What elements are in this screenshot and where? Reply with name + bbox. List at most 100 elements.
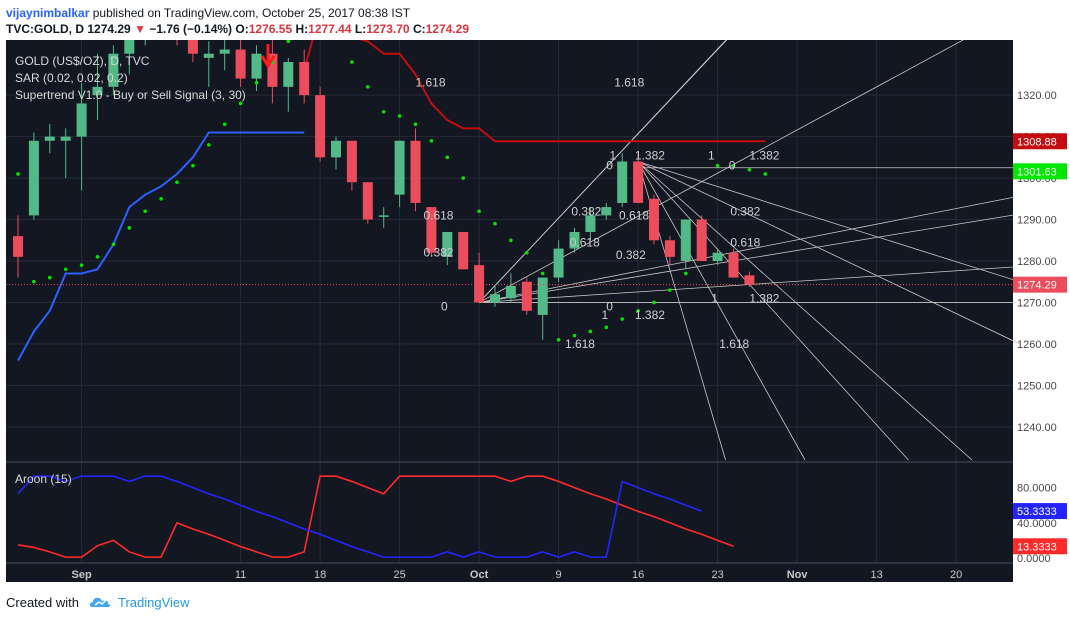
candle — [410, 128, 421, 212]
sar-dot — [175, 180, 179, 185]
candle-body — [331, 140, 341, 158]
price-axis-area — [1013, 40, 1069, 582]
candle — [490, 285, 500, 307]
fib-label: 0 — [606, 300, 613, 314]
candle-body — [649, 198, 659, 241]
fib-label: 1.618 — [416, 76, 446, 90]
sar-dot — [95, 255, 100, 259]
sar-dot — [159, 197, 163, 201]
fib-label: 0.618 — [423, 208, 453, 222]
candle — [569, 227, 580, 253]
candle-body — [744, 275, 755, 285]
candle — [728, 248, 739, 278]
supertrend — [17, 40, 766, 361]
fan-line-up — [479, 196, 1014, 303]
fib-label: 1 — [602, 308, 609, 322]
publish-info: published on TradingView.com, October 25… — [92, 6, 411, 20]
tradingview-link[interactable]: TradingView — [118, 595, 190, 610]
candle-body — [696, 219, 707, 261]
candle-body — [617, 161, 628, 203]
sar-dot — [461, 176, 466, 180]
legend-aroon: Aroon (15) — [15, 472, 72, 486]
price-badge-label: 1301.63 — [1017, 166, 1057, 178]
sar-dot — [207, 143, 211, 147]
price-tick-label: 1240.00 — [1017, 422, 1057, 434]
price-tick-label: 1250.00 — [1017, 380, 1057, 392]
sar-dot — [525, 250, 529, 255]
sar-dot — [79, 263, 84, 267]
sar-dot — [572, 333, 577, 338]
fib-labels: 1.618 1.618 1 1.382 1 1.382 0 0 0.382 0.618 0.382 0… — [416, 76, 780, 351]
aroon-indicator — [17, 475, 734, 558]
fib-label: 1.382 — [749, 291, 779, 305]
date-tick-label: 18 — [314, 569, 326, 581]
candle — [267, 40, 278, 104]
sar-dot — [191, 163, 195, 168]
legend-sar: SAR (0.02, 0.02, 0.2) — [15, 71, 128, 85]
date-tick-label: Sep — [72, 569, 92, 581]
high-value: 1277.44 — [308, 22, 352, 36]
fan-line-down — [637, 161, 973, 461]
candle — [187, 40, 198, 62]
candle — [553, 240, 564, 282]
candle-body — [76, 103, 87, 137]
legend-title: GOLD (US$/OZ), D, TVC — [15, 54, 150, 68]
aroon-badge-label: 53.3333 — [1017, 506, 1057, 518]
candle — [505, 273, 516, 303]
author-link[interactable]: vijaynimbalkar — [6, 6, 90, 20]
fib-label: 1 — [711, 291, 718, 305]
price-badge — [1013, 133, 1067, 150]
candle — [601, 202, 612, 220]
candle-body — [521, 281, 532, 311]
close-value: 1274.29 — [425, 22, 469, 36]
aroon-tick-label: 40.0000 — [1017, 518, 1057, 530]
candle-body — [426, 207, 437, 253]
candle — [378, 207, 389, 228]
sar-dot — [222, 122, 227, 126]
candle — [696, 215, 707, 261]
candle — [124, 40, 135, 75]
high-label: H: — [295, 22, 309, 36]
sar-dot — [715, 163, 720, 168]
candle-body — [442, 231, 453, 257]
candle — [537, 277, 548, 340]
candle — [331, 136, 341, 170]
candle — [219, 40, 230, 71]
candle-body — [60, 136, 71, 141]
fib-label: 0.618 — [619, 208, 649, 222]
price-tick-label: 1290.00 — [1017, 215, 1057, 227]
fan-line-down — [637, 161, 806, 461]
candle — [744, 271, 755, 288]
price-chart[interactable]: 1.618 1.618 1 1.382 1 1.382 0 0 0.382 0.618 0.382 0… — [0, 40, 1069, 586]
candle-body — [235, 49, 246, 79]
sar-dot — [731, 163, 736, 168]
sar-dot — [652, 300, 656, 305]
candle-body — [203, 53, 214, 58]
date-tick-label: Oct — [470, 569, 489, 581]
candle — [394, 140, 405, 208]
candle-body — [505, 285, 516, 299]
candle-body — [601, 207, 612, 216]
down-arrow-icon: ▼ — [134, 22, 146, 36]
fan-line-up — [478, 40, 728, 303]
fib-label: 0.382 — [730, 204, 760, 218]
symbol: TVC:GOLD, D — [6, 22, 84, 36]
fan-line-up — [479, 214, 1014, 303]
candle — [712, 248, 723, 266]
sell-signal-arrow-icon — [260, 44, 276, 69]
candle-body — [219, 49, 230, 54]
date-tick-label: 25 — [393, 569, 405, 581]
price-tick-label: 1320.00 — [1017, 90, 1057, 102]
candle — [108, 45, 119, 96]
candle-body — [633, 161, 644, 203]
open-value: 1276.55 — [248, 22, 293, 36]
sar-dot — [429, 138, 434, 143]
date-tick-label: 13 — [870, 569, 882, 581]
candle — [474, 252, 485, 303]
fib-label: 0 — [729, 159, 736, 173]
fan-line-down — [637, 161, 909, 461]
date-tick-label: 23 — [711, 569, 723, 581]
fib-label: 1 — [609, 148, 616, 162]
fan-line-up — [479, 266, 1014, 303]
candle — [362, 182, 373, 224]
